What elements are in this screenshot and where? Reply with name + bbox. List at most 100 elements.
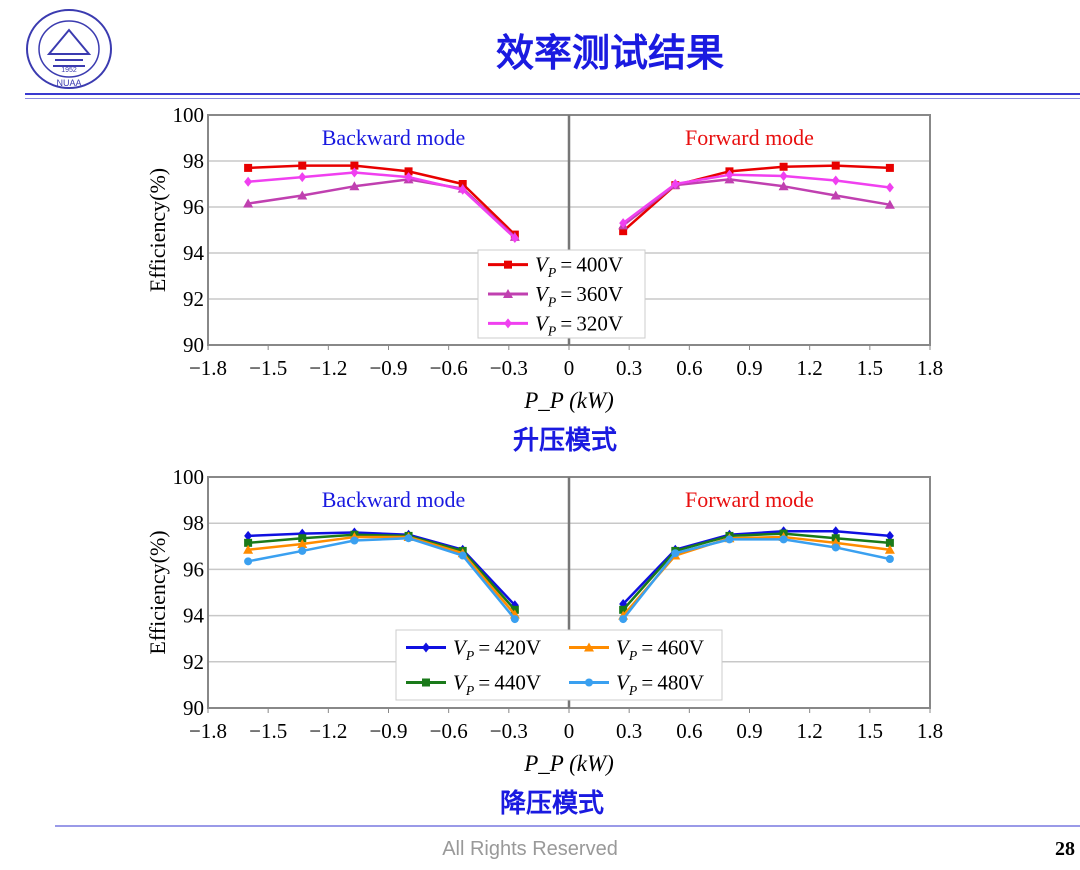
svg-text:NUAA: NUAA	[56, 78, 81, 88]
triangle-marker	[297, 538, 308, 548]
legend-label: VP = 400V	[535, 253, 623, 280]
triangle-marker	[884, 199, 895, 209]
legend-label: VP = 480V	[616, 671, 704, 698]
triangle-marker	[297, 190, 308, 200]
x-tick-label: −0.3	[490, 719, 528, 743]
triangle-marker	[584, 642, 594, 652]
circle-marker	[619, 615, 628, 624]
buck-efficiency-chart: P_P (kW) 90 92 94 96 98 100 −1.8 −1.5 −1.2 −0.9 −0…	[145, 465, 943, 776]
legend-item: VP = 420V	[406, 636, 541, 663]
triangle-marker	[503, 289, 513, 298]
y-tick-label: 98	[183, 511, 204, 535]
boost-efficiency-chart: P_P (kW) 90 92 94 96 98 100 −1.8 −1.5 −1.2 −0.9 −0…	[145, 103, 943, 413]
buck-mode-caption: 降压模式	[499, 789, 604, 819]
square-marker	[885, 163, 894, 172]
diamond-marker	[422, 642, 430, 653]
x-tick-label: −1.2	[309, 719, 347, 743]
x-tick-label: 0.6	[676, 356, 702, 380]
triangle-marker	[243, 198, 254, 208]
diamond-marker	[298, 172, 307, 183]
x-tick-label: 1.8	[917, 356, 943, 380]
circle-marker	[298, 546, 307, 555]
x-tick-label: 0.9	[736, 356, 762, 380]
series-line	[248, 164, 516, 236]
x-axis-label: P_P (kW)	[523, 751, 614, 776]
y-tick-label: 96	[183, 195, 204, 219]
x-tick-label: 1.2	[797, 719, 823, 743]
series-line	[247, 535, 516, 616]
square-marker	[619, 605, 628, 614]
y-tick-label: 94	[183, 241, 205, 265]
circle-marker	[585, 678, 593, 687]
page-title: 效率测试结果	[495, 31, 724, 75]
x-tick-label: −1.8	[189, 719, 227, 743]
y-tick-label: 98	[183, 149, 204, 173]
triangle-marker	[778, 181, 789, 191]
series-line	[248, 533, 516, 611]
legend-label: VP = 460V	[616, 636, 704, 663]
x-tick-label: −1.2	[309, 356, 347, 380]
x-tick-label: −0.9	[369, 356, 407, 380]
circle-marker	[885, 555, 894, 564]
y-tick-label: 90	[183, 696, 204, 720]
triangle-marker	[884, 544, 895, 554]
diamond-marker	[244, 176, 253, 187]
x-tick-label: 1.5	[857, 719, 883, 743]
legend-item: VP = 480V	[569, 671, 704, 698]
square-marker	[298, 161, 307, 170]
x-tick-label: 0.3	[616, 356, 642, 380]
backward-mode-label: Backward mode	[322, 125, 466, 150]
diamond-marker	[831, 175, 840, 186]
circle-marker	[671, 549, 680, 558]
legend-item: VP = 320V	[488, 311, 623, 339]
diamond-marker	[725, 169, 734, 180]
square-marker	[619, 227, 628, 236]
diamond-marker	[831, 526, 840, 537]
diamond-marker	[350, 167, 359, 178]
square-marker	[404, 167, 413, 176]
forward-mode-label: Forward mode	[685, 487, 814, 512]
square-marker	[298, 534, 307, 543]
y-tick-label: 100	[173, 465, 205, 489]
diamond-marker	[504, 318, 512, 329]
triangle-marker	[830, 190, 841, 200]
series-V_P-320V	[244, 167, 894, 244]
y-tick-label: 94	[183, 604, 205, 628]
series-line	[248, 171, 516, 239]
triangle-marker	[349, 181, 360, 191]
square-marker	[350, 161, 359, 170]
x-tick-label: 0.3	[616, 719, 642, 743]
diamond-marker	[404, 172, 413, 183]
x-tick-label: −0.6	[430, 356, 468, 380]
header-divider-thin	[25, 98, 1080, 99]
footer-text: All Rights Reserved	[442, 838, 618, 860]
x-tick-label: −1.8	[189, 356, 227, 380]
square-marker	[244, 163, 253, 172]
square-marker	[831, 161, 840, 170]
diamond-marker	[885, 530, 894, 541]
boost-mode-caption: 升压模式	[512, 426, 617, 456]
circle-marker	[510, 615, 519, 624]
series-line	[622, 178, 891, 227]
x-tick-label: −1.5	[249, 719, 287, 743]
x-tick-label: −0.9	[369, 719, 407, 743]
nuaa-logo: 1952 NUAA	[26, 9, 112, 89]
diamond-marker	[458, 184, 467, 195]
diamond-marker	[779, 170, 788, 181]
triangle-marker	[243, 544, 254, 554]
x-tick-label: 0.6	[676, 719, 702, 743]
legend: VP = 420V VP = 440V VP = 460V VP = 480V	[395, 629, 723, 701]
circle-marker	[458, 551, 467, 560]
footer-divider	[55, 825, 1080, 827]
diamond-marker	[885, 182, 894, 193]
series-line	[622, 535, 891, 617]
legend-label: VP = 440V	[453, 671, 541, 698]
legend-label: VP = 360V	[535, 282, 623, 309]
y-axis-label: Efficiency(%)	[145, 168, 170, 292]
x-tick-label: 1.2	[797, 356, 823, 380]
y-tick-label: 100	[173, 103, 205, 127]
backward-mode-label: Backward mode	[322, 487, 466, 512]
legend-item: VP = 440V	[406, 671, 541, 698]
circle-marker	[831, 543, 840, 552]
diamond-marker	[510, 600, 519, 611]
